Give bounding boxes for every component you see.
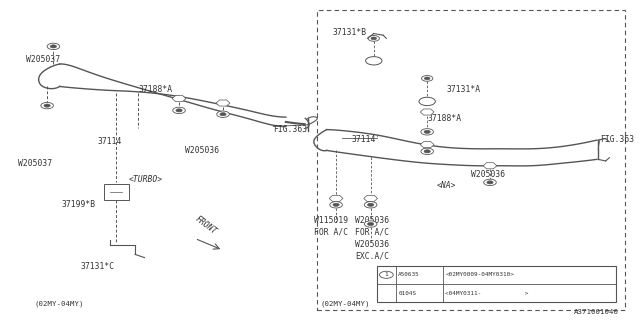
Text: FIG.363: FIG.363 [273,125,307,134]
Circle shape [367,203,374,206]
Text: W205036: W205036 [355,240,389,249]
Text: 1: 1 [372,58,376,64]
Circle shape [365,57,382,65]
Text: <TURBO>: <TURBO> [129,175,163,184]
Circle shape [421,129,433,135]
Polygon shape [420,141,434,148]
Circle shape [419,97,435,106]
Polygon shape [172,95,186,102]
Circle shape [176,109,182,112]
Circle shape [364,202,377,208]
Circle shape [424,150,430,153]
Circle shape [367,222,374,226]
Text: FOR A/C: FOR A/C [355,228,389,236]
Circle shape [424,77,430,80]
Circle shape [484,179,496,186]
Circle shape [380,271,393,278]
Circle shape [364,221,377,227]
Text: W205037: W205037 [17,159,52,168]
Circle shape [422,76,433,81]
Text: 37199*B: 37199*B [61,200,96,209]
Text: 37114: 37114 [352,135,376,144]
Text: 1: 1 [385,272,388,277]
Bar [377,266,616,302]
Circle shape [51,45,56,48]
Text: EXC.A/C: EXC.A/C [355,252,389,260]
Polygon shape [329,195,343,202]
Circle shape [41,102,53,109]
Text: (02MY-04MY): (02MY-04MY) [35,300,84,307]
Text: <NA>: <NA> [436,181,456,190]
Text: 37188*A: 37188*A [427,114,461,123]
Bar [104,184,129,200]
Text: <02MY0009-04MY0310>: <02MY0009-04MY0310> [445,272,515,277]
Circle shape [368,36,380,41]
Circle shape [330,202,342,208]
Text: A50635: A50635 [398,272,420,277]
Polygon shape [364,195,378,202]
Text: FIG.363: FIG.363 [600,135,634,144]
Text: 37131*C: 37131*C [81,262,115,271]
Circle shape [333,203,339,206]
Text: 1: 1 [425,99,429,104]
Text: 37131*B: 37131*B [333,28,367,36]
Polygon shape [420,109,434,115]
Circle shape [44,104,51,107]
Circle shape [220,113,226,116]
Text: <04MY0311-            >: <04MY0311- > [445,291,529,296]
Text: 0104S: 0104S [398,291,417,296]
Text: W115019: W115019 [314,216,348,225]
Text: W205036: W205036 [471,170,505,179]
Polygon shape [483,163,497,169]
Text: W205037: W205037 [26,55,61,64]
Circle shape [487,181,493,184]
Circle shape [173,107,186,114]
Text: 37131*A: 37131*A [446,85,480,94]
Text: FRONT: FRONT [193,214,218,236]
Text: FOR A/C: FOR A/C [314,228,348,236]
Text: W205036: W205036 [186,146,220,155]
Text: W205036: W205036 [355,216,389,225]
Circle shape [371,37,376,40]
Circle shape [47,43,60,50]
Circle shape [424,130,430,133]
Text: 37114: 37114 [97,137,122,146]
Circle shape [421,148,433,155]
Polygon shape [216,100,230,106]
Text: (02MY-04MY): (02MY-04MY) [321,300,370,307]
Circle shape [217,111,229,117]
Bar [317,10,625,310]
Text: A371001040: A371001040 [574,309,619,315]
Text: 37188*A: 37188*A [138,85,172,94]
